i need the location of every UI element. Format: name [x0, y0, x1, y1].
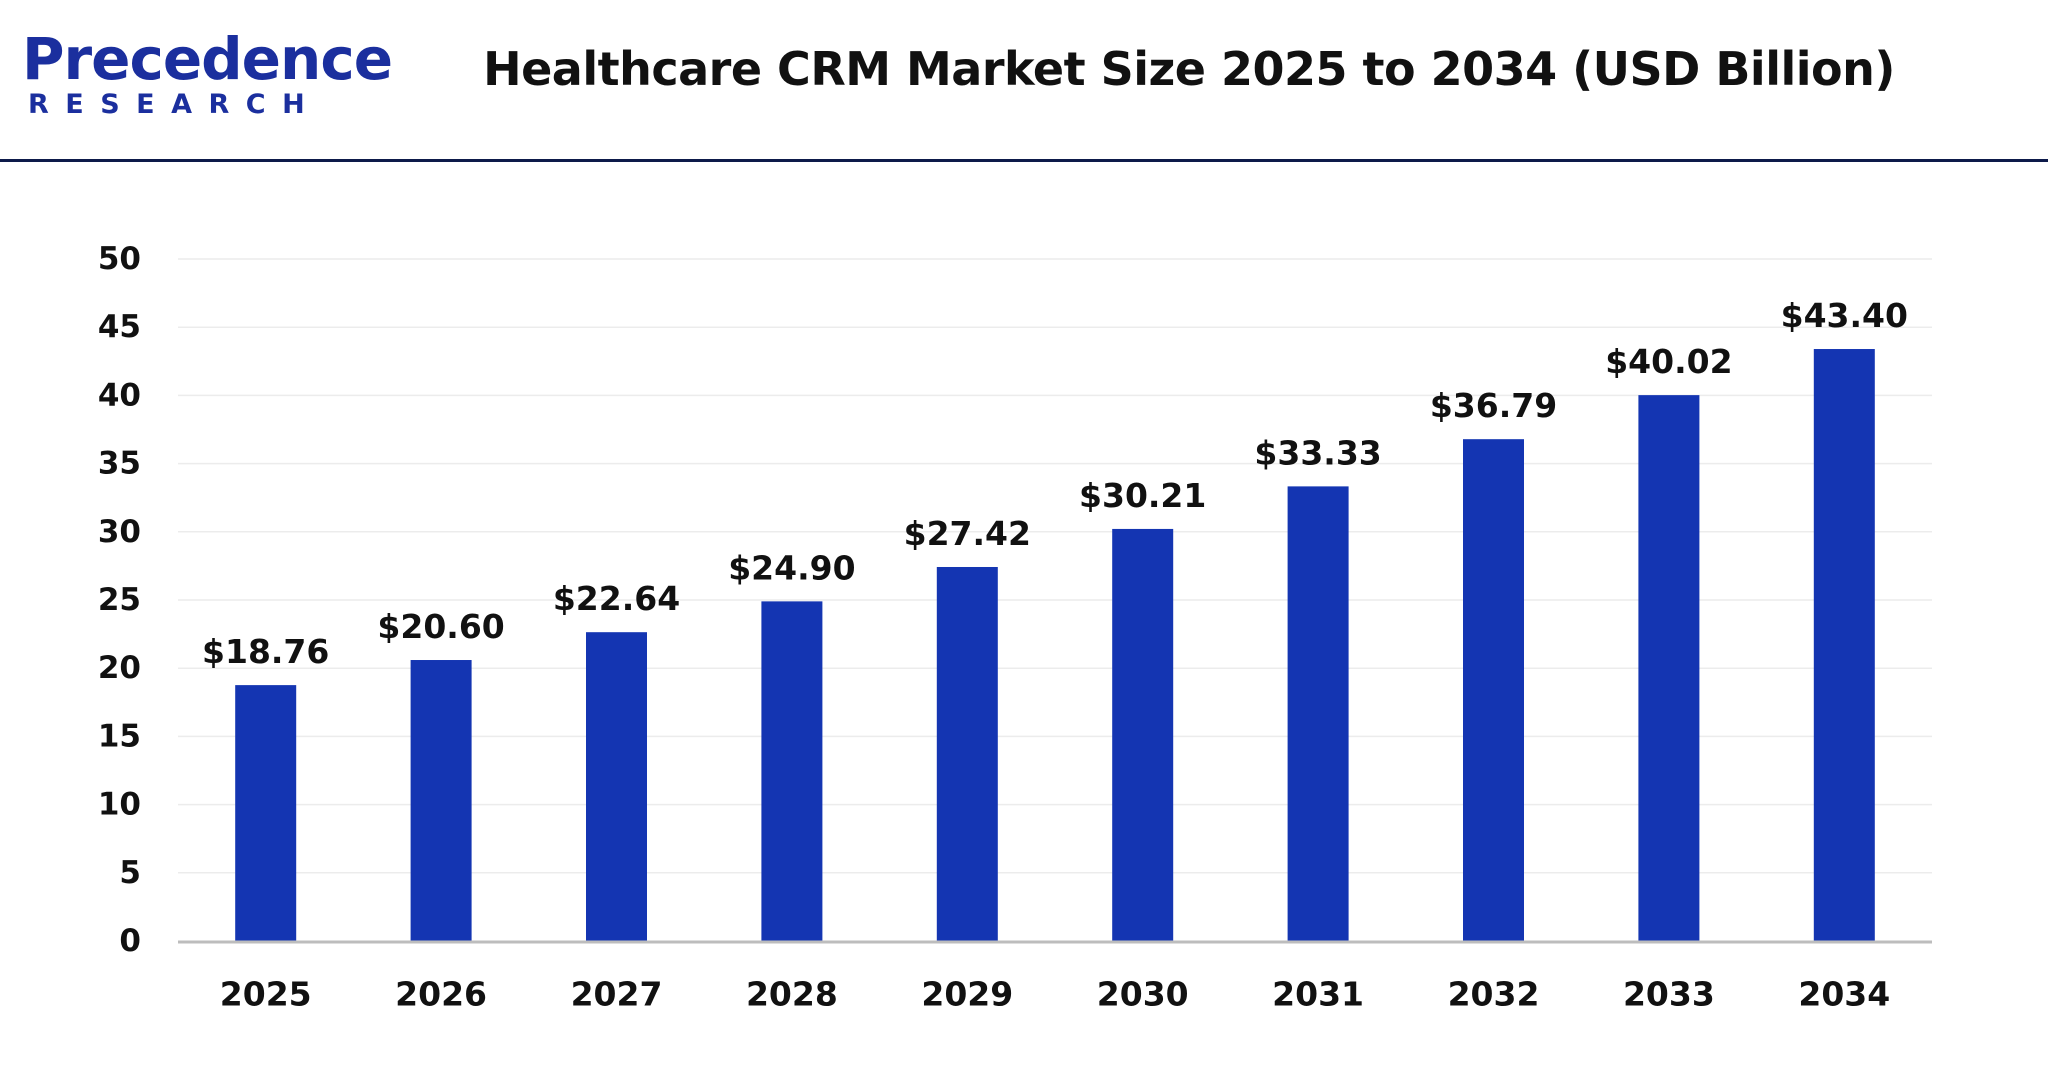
- bar-2032: [1463, 439, 1524, 941]
- brand-logo: Precedence RESEARCH: [22, 28, 393, 128]
- y-tick-label: 15: [98, 718, 141, 754]
- bar-2029: [936, 566, 998, 941]
- y-tick-label: 25: [98, 582, 141, 618]
- bar-2033: [1638, 395, 1700, 941]
- y-tick-label: 10: [98, 787, 141, 823]
- bar-2027: [586, 632, 647, 941]
- x-tick-label-2033: 2033: [1623, 975, 1715, 1014]
- y-tick-label: 5: [119, 855, 141, 891]
- value-label-2029: $27.42: [904, 514, 1031, 553]
- bar-2026: [410, 660, 472, 941]
- bars: [235, 349, 1875, 941]
- value-label-2028: $24.90: [728, 548, 855, 587]
- chart-title: Healthcare CRM Market Size 2025 to 2034 …: [483, 42, 1895, 96]
- y-tick-label: 40: [98, 377, 141, 413]
- bar-2031: [1287, 486, 1349, 941]
- value-label-2027: $22.64: [553, 579, 680, 618]
- value-label-2025: $18.76: [202, 632, 329, 671]
- y-tick-label: 45: [98, 309, 141, 345]
- y-tick-label: 35: [98, 446, 141, 482]
- value-label-2032: $36.79: [1430, 386, 1557, 425]
- x-tick-label-2027: 2027: [571, 975, 663, 1014]
- x-tick-label-2026: 2026: [395, 975, 487, 1014]
- x-tick-label-2025: 2025: [220, 975, 312, 1014]
- value-label-2033: $40.02: [1605, 342, 1732, 381]
- logo-main-text: Precedence: [22, 25, 393, 93]
- logo-sub-text: RESEARCH: [28, 89, 322, 120]
- y-tick-label: 50: [98, 241, 141, 277]
- chart-header: Precedence RESEARCH Healthcare CRM Marke…: [0, 0, 2048, 162]
- bar-2025: [235, 685, 297, 941]
- x-tick-label-2034: 2034: [1798, 975, 1890, 1014]
- bar-2028: [761, 601, 823, 941]
- bar-2030: [1112, 528, 1174, 941]
- x-tick-label-2032: 2032: [1448, 975, 1540, 1014]
- y-tick-label: 30: [98, 514, 141, 550]
- value-label-2034: $43.40: [1781, 296, 1908, 335]
- value-label-2026: $20.60: [377, 607, 504, 646]
- bar-2034: [1813, 349, 1875, 941]
- value-label-2030: $30.21: [1079, 476, 1206, 515]
- y-axis-ticks: 0 5 10 15 20 25 30 35 40 45 50: [98, 241, 141, 959]
- value-label-2031: $33.33: [1254, 433, 1381, 472]
- x-tick-label-2031: 2031: [1272, 975, 1364, 1014]
- y-tick-label: 20: [98, 650, 141, 686]
- x-tick-label-2029: 2029: [921, 975, 1013, 1014]
- x-tick-label-2028: 2028: [746, 975, 838, 1014]
- x-axis-ticks: 2025 2026 2027 2028 2029 2030 2031 2032 2033 2034: [220, 975, 1890, 1014]
- y-tick-label: 0: [119, 923, 141, 959]
- x-tick-label-2030: 2030: [1097, 975, 1189, 1014]
- value-labels: $18.76 $20.60 $22.64 $24.90 $27.42 $30.21 $33.…: [202, 296, 1908, 671]
